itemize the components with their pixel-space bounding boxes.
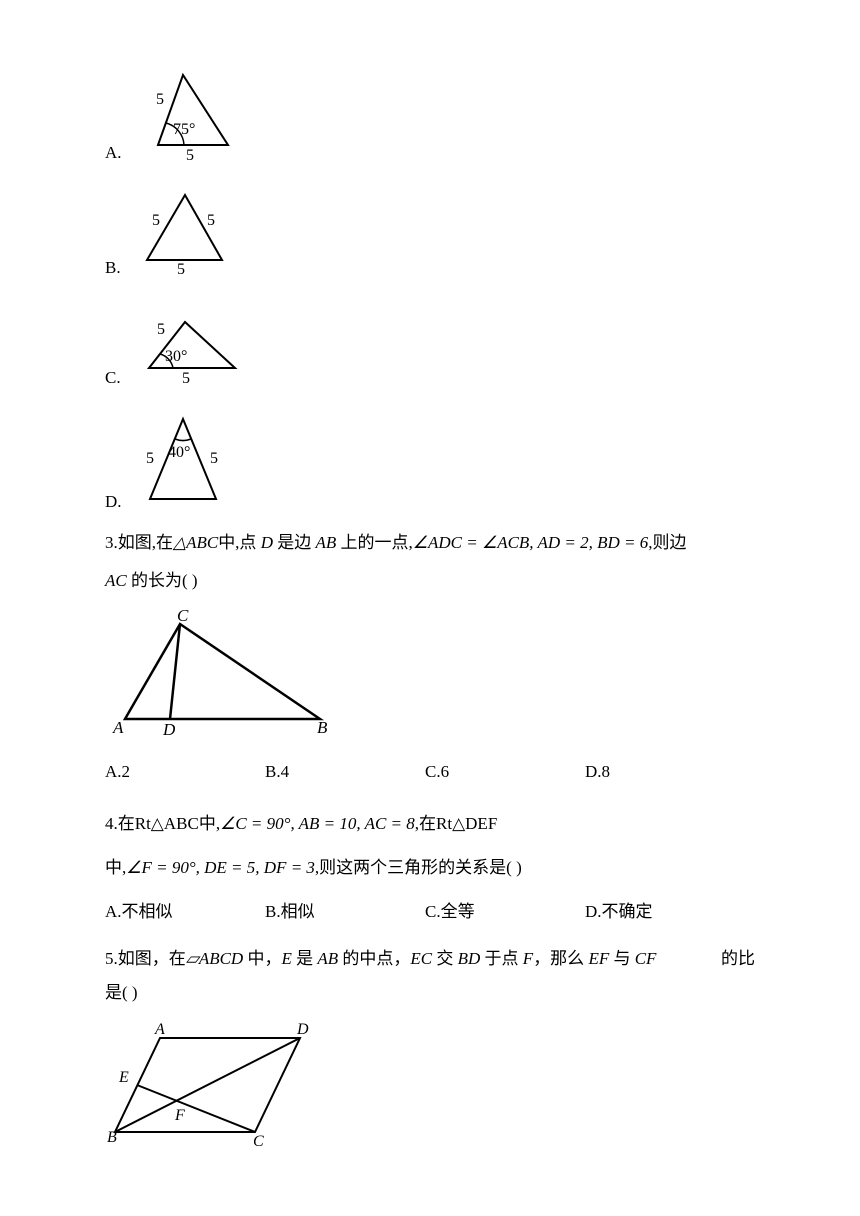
opt-b-side-l: 5 <box>152 212 160 229</box>
q3-t2: 中,点 <box>218 533 256 552</box>
option-b: B. 5 5 5 <box>105 185 755 282</box>
q5-t9: 的比 <box>721 942 755 976</box>
opt-c-side-b: 5 <box>182 370 190 385</box>
opt-b-side-r: 5 <box>207 212 215 229</box>
q5-t3: 是 <box>296 949 313 968</box>
opt-d-side-l: 5 <box>146 450 154 467</box>
q4-choice-d: D.不确定 <box>585 900 745 924</box>
q3-fig-d: D <box>162 720 176 739</box>
opt-c-side-t: 5 <box>157 321 165 338</box>
q3-figure: A D B C <box>105 609 755 746</box>
q5-fig-c: C <box>253 1133 264 1150</box>
q5-par: ▱ABCD <box>186 949 243 968</box>
q4-t1: 4.在 <box>105 814 135 833</box>
q5-figure: A D B C E F <box>105 1020 755 1157</box>
q5-fig-e: E <box>118 1069 129 1086</box>
q3-choices: A.2 B.4 C.6 D.8 <box>105 760 755 784</box>
q5-line2: 是( ) <box>105 983 138 1002</box>
option-c: C. 5 30° 5 <box>105 300 755 392</box>
q5-t8: 与 <box>613 949 630 968</box>
q4-rt2: Rt△DEF <box>436 814 497 833</box>
q5-fig-a: A <box>154 1021 165 1038</box>
q3-tail: 的长为( ) <box>131 571 198 590</box>
q4-choice-b: B.相似 <box>265 900 425 924</box>
q5-t7: ，那么 <box>533 949 584 968</box>
q3-fig-a: A <box>112 718 124 737</box>
q4-eq2: ∠F = 90°, DE = 5, DF = 3 <box>126 858 315 877</box>
q4-eq1: ∠C = 90°, AB = 10, AC = 8 <box>220 814 415 833</box>
opt-d-angle: 40° <box>168 444 190 461</box>
option-d-label: D. <box>105 490 122 516</box>
q4-rt1: Rt△ABC <box>135 814 199 833</box>
q5-ec: EC <box>410 949 432 968</box>
q5-t1: 5.如图，在 <box>105 949 186 968</box>
q5-t6: 于点 <box>485 949 519 968</box>
q5-cf: CF <box>635 949 657 968</box>
q3-fig-c: C <box>177 609 189 625</box>
q3-t1: 3.如图,在 <box>105 533 173 552</box>
q5-t5: 交 <box>436 949 453 968</box>
q5-fig-d: D <box>296 1021 309 1038</box>
q5-bd: BD <box>458 949 481 968</box>
question-3: 3.如图,在△ABC中,点 D 是边 AB 上的一点,∠ADC = ∠ACB, … <box>105 524 755 599</box>
option-a-figure: 5 75° 5 <box>128 60 248 167</box>
option-c-label: C. <box>105 366 121 392</box>
q3-t5: ,则边 <box>648 533 686 552</box>
q3-t3: 是边 <box>277 533 311 552</box>
q4-choice-a: A.不相似 <box>105 900 265 924</box>
option-b-label: B. <box>105 256 121 282</box>
question-4: 4.在Rt△ABC中,∠C = 90°, AB = 10, AC = 8,在Rt… <box>105 802 755 890</box>
q3-tri: △ABC <box>173 533 218 552</box>
q3-choice-c: C.6 <box>425 760 585 784</box>
q5-ef: EF <box>588 949 609 968</box>
q4-choices: A.不相似 B.相似 C.全等 D.不确定 <box>105 900 755 924</box>
q5-ab: AB <box>317 949 338 968</box>
q3-d: D <box>261 533 273 552</box>
q5-fig-f: F <box>174 1107 185 1124</box>
q3-t4: 上的一点, <box>341 533 413 552</box>
option-a: A. 5 75° 5 <box>105 60 755 167</box>
opt-c-angle: 30° <box>165 348 187 365</box>
option-c-figure: 5 30° 5 <box>127 300 247 392</box>
q4-t3: ,在 <box>415 814 436 833</box>
option-d: D. 5 40° 5 <box>105 409 755 516</box>
opt-a-side1: 5 <box>156 91 164 108</box>
q5-fig-b: B <box>107 1129 117 1146</box>
q3-choice-d: D.8 <box>585 760 745 784</box>
q5-f: F <box>523 949 533 968</box>
opt-b-side-b: 5 <box>177 261 185 275</box>
q5-t4: 的中点， <box>342 949 410 968</box>
q4-t4: 中, <box>105 858 126 877</box>
q5-e: E <box>281 949 291 968</box>
q3-ab: AB <box>315 533 336 552</box>
opt-d-side-r: 5 <box>210 450 218 467</box>
opt-a-side2: 5 <box>186 147 194 160</box>
q3-fig-b: B <box>317 718 328 737</box>
q3-choice-a: A.2 <box>105 760 265 784</box>
q4-t2: 中, <box>199 814 220 833</box>
q3-ang: ∠ADC = ∠ACB, AD = 2, BD = 6 <box>413 533 649 552</box>
q3-ac: AC <box>105 571 127 590</box>
opt-a-angle: 75° <box>173 121 195 138</box>
question-5: 5.如图，在▱ABCD 中，E 是 AB 的中点，EC 交 BD 于点 F，那么… <box>105 942 755 1010</box>
option-d-figure: 5 40° 5 <box>128 409 238 516</box>
q3-choice-b: B.4 <box>265 760 425 784</box>
q4-tail: ,则这两个三角形的关系是( ) <box>315 858 522 877</box>
q4-choice-c: C.全等 <box>425 900 585 924</box>
q5-t2: 中， <box>247 949 281 968</box>
option-b-figure: 5 5 5 <box>127 185 237 282</box>
option-a-label: A. <box>105 141 122 167</box>
